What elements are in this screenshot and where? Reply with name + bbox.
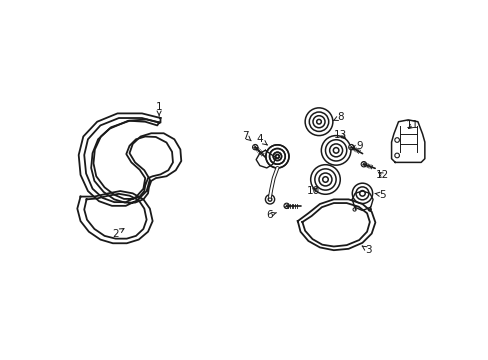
Circle shape [361,162,366,167]
Text: 6: 6 [265,210,276,220]
Text: 5: 5 [374,190,385,200]
Text: 13: 13 [333,130,346,140]
Circle shape [394,153,399,158]
Text: 7: 7 [241,131,251,141]
Text: 9: 9 [351,141,362,151]
Text: 1: 1 [156,102,162,116]
Circle shape [348,144,353,150]
Circle shape [394,138,399,142]
Text: 11: 11 [405,120,418,130]
Circle shape [284,203,289,208]
Text: 2: 2 [112,229,124,239]
Circle shape [252,144,257,150]
Text: 12: 12 [375,170,388,180]
Text: 4: 4 [256,134,266,145]
Text: 10: 10 [306,186,319,196]
Text: 8: 8 [333,112,344,122]
Text: 3: 3 [362,245,371,255]
Circle shape [367,208,371,211]
Circle shape [352,208,355,211]
